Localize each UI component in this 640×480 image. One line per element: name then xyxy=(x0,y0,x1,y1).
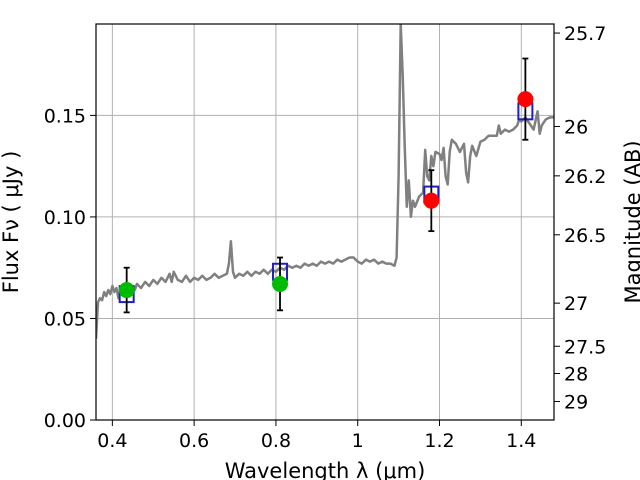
y-tick-label: 0.10 xyxy=(44,207,86,229)
x-tick-label: 0.4 xyxy=(97,430,127,452)
x-axis-ticks: 0.4 0.6 0.8 1 1.2 1.4 xyxy=(97,420,536,452)
y-axis-label: Flux Fν ( μJy ) xyxy=(0,151,23,294)
x-tick-label: 1 xyxy=(352,430,364,452)
spectrum-series xyxy=(96,24,554,339)
photometry-points xyxy=(118,57,534,314)
y2-axis-ticks: 25.7 26 26.2 26.5 27 27.5 28 29 xyxy=(554,23,606,413)
x-tick-label: 1.2 xyxy=(424,430,454,452)
y2-tick-label: 26.2 xyxy=(564,166,606,188)
y2-tick-label: 26 xyxy=(564,116,588,138)
y-axis-ticks: 0.00 0.05 0.10 0.15 xyxy=(44,105,96,432)
y2-tick-label: 28 xyxy=(564,363,588,385)
spectrum-line xyxy=(96,24,554,339)
x-tick-label: 0.8 xyxy=(261,430,291,452)
y2-axis-label: Magnitude (AB) xyxy=(621,140,640,303)
plot-frame xyxy=(95,23,555,421)
y2-tick-label: 25.7 xyxy=(564,23,606,45)
observed-flux-point xyxy=(517,91,534,108)
y2-tick-label: 27.5 xyxy=(564,336,606,358)
x-tick-label: 1.4 xyxy=(506,430,536,452)
x-axis-label: Wavelength λ (μm) xyxy=(225,459,426,480)
y2-tick-label: 27 xyxy=(564,293,588,315)
y-tick-label: 0.05 xyxy=(44,308,86,330)
observed-flux-point xyxy=(118,282,135,299)
grid-lines xyxy=(96,24,554,420)
y2-tick-label: 29 xyxy=(564,391,588,413)
y-tick-label: 0.15 xyxy=(44,105,86,127)
y2-tick-label: 26.5 xyxy=(564,225,606,247)
observed-flux-point xyxy=(423,192,440,209)
y-tick-label: 0.00 xyxy=(44,410,86,432)
x-tick-label: 0.6 xyxy=(179,430,209,452)
observed-flux-point xyxy=(272,275,289,292)
